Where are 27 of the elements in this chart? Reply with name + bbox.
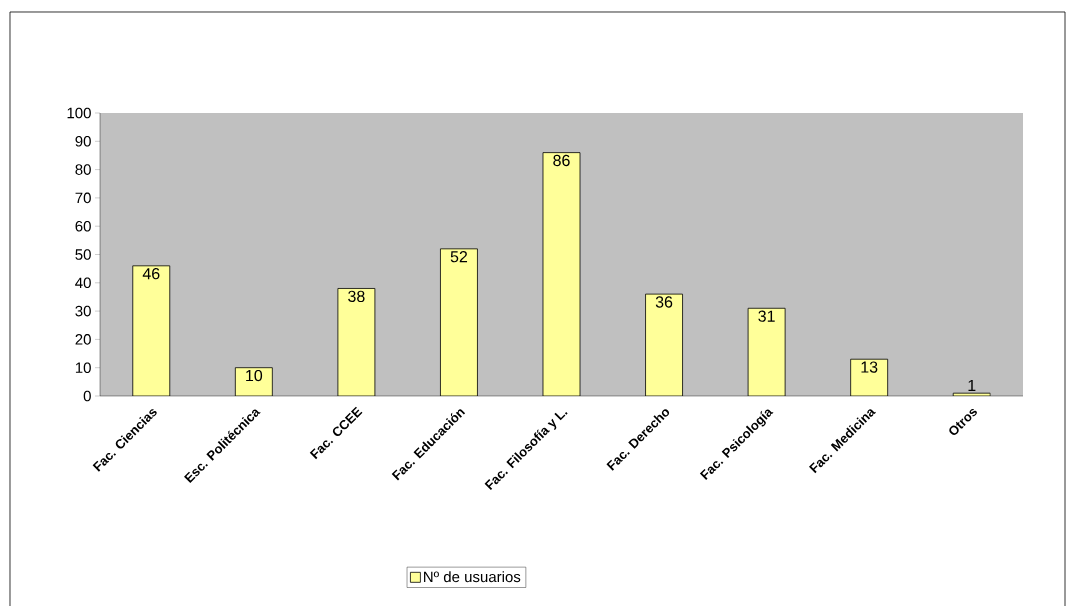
y-tick-label: 40: [75, 277, 91, 289]
data-label: 10: [246, 369, 263, 382]
y-tick-label: 20: [75, 334, 91, 345]
y-tick-label: 30: [75, 305, 91, 317]
bar: [132, 265, 171, 396]
bar: [337, 288, 376, 396]
data-label: 31: [758, 310, 775, 322]
data-label: 36: [655, 296, 673, 308]
data-label: 86: [553, 154, 570, 167]
bar: [440, 248, 478, 396]
data-label: 38: [348, 290, 365, 302]
y-tick-label: 0: [83, 390, 91, 402]
y-tick-label: 70: [75, 192, 91, 204]
legend-label: Nº de usuarios: [424, 571, 521, 583]
data-label: 52: [450, 251, 468, 263]
data-label: 13: [861, 361, 878, 373]
y-tick-label: 60: [75, 220, 91, 232]
y-tick-label: 100: [67, 107, 91, 119]
y-tick-label: 50: [75, 249, 91, 260]
bar: [747, 307, 786, 396]
y-tick-label: 80: [75, 164, 91, 175]
y-tick-label: 10: [75, 362, 91, 374]
bar: [645, 293, 683, 396]
bar: [542, 152, 581, 396]
y-tick-label: 90: [75, 135, 91, 147]
data-label: 46: [142, 268, 160, 280]
data-label: 1: [968, 379, 976, 391]
